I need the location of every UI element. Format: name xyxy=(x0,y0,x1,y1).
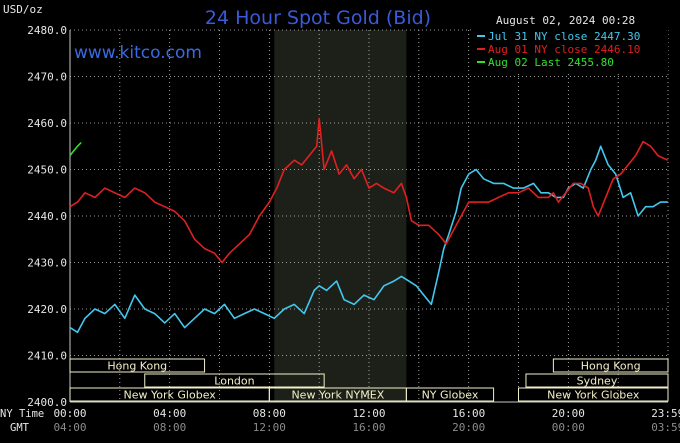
y-tick-label: 2460.0 xyxy=(27,117,67,130)
x-tick-label-ny: 08:00 xyxy=(253,407,286,420)
x-tick-label-gmt: 03:59 xyxy=(651,421,680,434)
x-row-label-ny: NY Time xyxy=(0,408,44,420)
legend-entry: Aug 01 NY close 2446.10 xyxy=(488,43,640,56)
series-line xyxy=(69,141,82,157)
x-tick-label-gmt: 16:00 xyxy=(352,421,385,434)
x-tick-label-gmt: 08:00 xyxy=(153,421,186,434)
x-tick-label-ny: 23:59 xyxy=(651,407,680,420)
x-tick-label-gmt: 04:00 xyxy=(53,421,86,434)
session-label: Sydney xyxy=(577,375,618,388)
session-box xyxy=(405,387,495,402)
x-tick-label-ny: 04:00 xyxy=(153,407,186,420)
session-box xyxy=(144,373,325,388)
series-layer xyxy=(69,117,669,334)
x-tick-label-ny: 20:00 xyxy=(552,407,585,420)
legend-entry: Jul 31 NY close 2447.30 xyxy=(488,30,640,43)
x-row-label-gmt: GMT xyxy=(10,422,30,434)
chart-title: 24 Hour Spot Gold (Bid) xyxy=(205,7,431,29)
session-label: NY Globex xyxy=(422,389,479,402)
session-label: New York Globex xyxy=(124,389,217,402)
y-tick-label: 2480.0 xyxy=(27,24,67,37)
timestamp: August 02, 2024 00:28 xyxy=(496,14,635,27)
nymex-shade xyxy=(274,30,407,402)
y-tick-label: 2430.0 xyxy=(27,257,67,270)
watermark: www.kitco.com xyxy=(74,43,202,63)
session-label: London xyxy=(214,375,254,388)
grid-layer xyxy=(69,29,669,403)
session-label: New York NYMEX xyxy=(291,389,384,402)
x-tick-label-ny: 12:00 xyxy=(352,407,385,420)
y-tick-label: 2470.0 xyxy=(27,71,67,84)
y-tick-label: 2400.0 xyxy=(27,396,67,409)
x-tick-label-gmt: 00:00 xyxy=(552,421,585,434)
x-tick-label-gmt: 12:00 xyxy=(253,421,286,434)
session-label: Hong Kong xyxy=(107,360,167,373)
y-tick-label: 2450.0 xyxy=(27,164,67,177)
y-axis-unit: USD/oz xyxy=(3,3,43,16)
x-tick-label-gmt: 20:00 xyxy=(452,421,485,434)
session-box xyxy=(525,373,669,388)
legend-entry: Aug 02 Last 2455.80 xyxy=(488,56,614,69)
axis-layer: 2400.0 2410.0 2420.0 2430.0 2440.0 2450.0 2460… xyxy=(27,24,680,434)
session-label: Hong Kong xyxy=(581,360,641,373)
legend-box xyxy=(474,29,668,72)
y-tick-label: 2410.0 xyxy=(27,350,67,363)
y-tick-label: 2420.0 xyxy=(27,303,67,316)
session-label: New York Globex xyxy=(547,389,640,402)
session-box xyxy=(69,358,206,373)
session-shade-layer xyxy=(274,30,407,402)
session-box xyxy=(552,358,669,373)
x-tick-label-ny: 16:00 xyxy=(452,407,485,420)
session-box xyxy=(518,387,669,402)
series-line xyxy=(69,117,669,264)
y-tick-label: 2440.0 xyxy=(27,210,67,223)
x-tick-label-ny: 00:00 xyxy=(53,407,86,420)
